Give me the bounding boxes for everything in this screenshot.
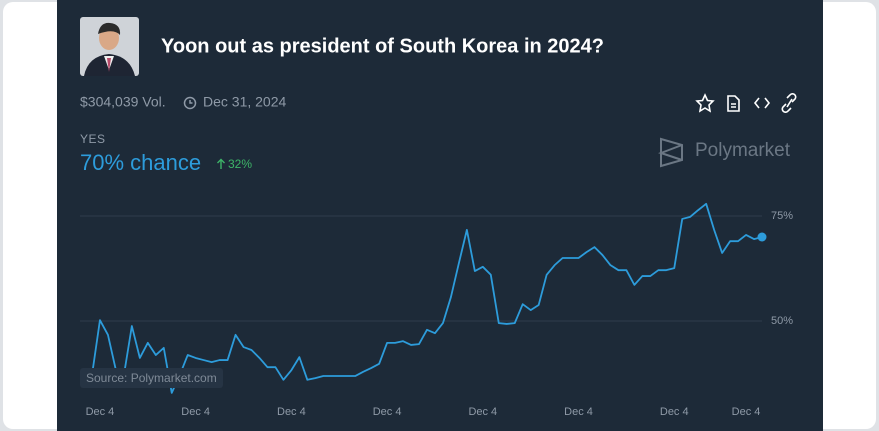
clock-icon xyxy=(183,96,197,110)
x-tick-label: Dec 4 xyxy=(468,406,497,418)
source: Source: Polymarket.com xyxy=(86,371,217,385)
outcome-label: YES xyxy=(80,132,106,146)
source-bg xyxy=(80,368,223,388)
x-tick-label: Dec 4 xyxy=(277,406,306,418)
embed-icon[interactable] xyxy=(753,97,771,109)
x-tick-label: Dec 4 xyxy=(373,406,402,418)
end-dot xyxy=(757,232,767,242)
x-tick-label: Dec 4 xyxy=(732,406,761,418)
y-tick-label: 75% xyxy=(771,210,793,222)
link-icon[interactable] xyxy=(781,93,797,113)
star-icon[interactable] xyxy=(695,93,715,113)
y-tick-label: 50% xyxy=(771,315,793,327)
brand-logo xyxy=(658,137,683,168)
x-tick-label: Dec 4 xyxy=(564,406,593,418)
x-tick-label: Dec 4 xyxy=(660,406,689,418)
title: Yoon out as president of South Korea in … xyxy=(161,35,604,57)
clock-hand xyxy=(189,100,193,104)
x-tick-label: Dec 4 xyxy=(86,406,115,418)
doc-icon[interactable] xyxy=(727,95,740,112)
volume: $304,039 Vol. xyxy=(80,94,166,110)
change: 32% xyxy=(228,157,252,171)
end-date: Dec 31, 2024 xyxy=(203,94,286,110)
x-tick-label: Dec 4 xyxy=(181,406,210,418)
avatar xyxy=(80,17,139,76)
brand: Polymarket xyxy=(695,140,791,161)
chance: 70% chance xyxy=(80,150,201,175)
up-arrow xyxy=(217,158,225,169)
line xyxy=(83,202,763,394)
